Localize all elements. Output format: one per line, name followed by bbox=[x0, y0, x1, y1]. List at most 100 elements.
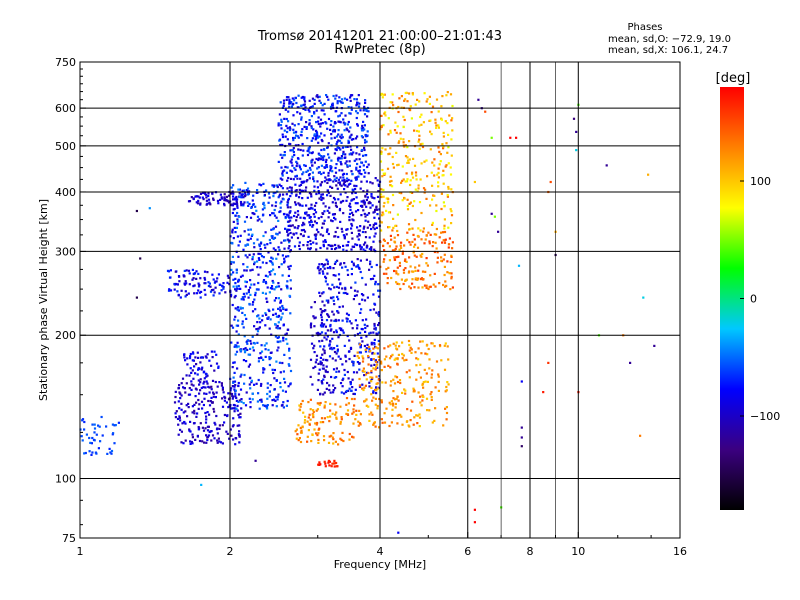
data-point bbox=[446, 271, 449, 274]
data-point bbox=[93, 423, 96, 426]
data-point bbox=[93, 439, 96, 442]
data-point bbox=[180, 394, 183, 397]
data-point bbox=[310, 203, 313, 206]
data-point bbox=[205, 392, 208, 395]
data-point bbox=[351, 237, 354, 240]
data-point bbox=[100, 415, 103, 419]
data-point bbox=[344, 355, 347, 358]
data-point bbox=[396, 414, 399, 417]
data-point bbox=[339, 183, 342, 186]
data-point bbox=[357, 356, 360, 359]
data-point bbox=[276, 336, 279, 339]
data-point bbox=[284, 108, 287, 111]
data-point bbox=[282, 102, 286, 105]
data-point bbox=[314, 316, 317, 319]
data-point bbox=[331, 348, 334, 351]
data-point bbox=[416, 234, 419, 238]
data-point bbox=[234, 389, 237, 392]
data-point bbox=[387, 226, 390, 229]
data-point bbox=[335, 142, 338, 146]
data-point bbox=[248, 353, 252, 356]
data-point bbox=[380, 114, 383, 117]
data-point bbox=[98, 425, 101, 428]
data-point bbox=[369, 331, 372, 334]
data-point bbox=[392, 104, 395, 107]
data-point bbox=[381, 211, 384, 214]
data-point bbox=[310, 160, 313, 163]
data-point bbox=[244, 404, 248, 407]
data-point bbox=[231, 425, 234, 428]
data-point bbox=[350, 170, 353, 173]
data-point bbox=[316, 134, 319, 137]
data-point bbox=[336, 295, 339, 298]
data-point bbox=[422, 227, 425, 230]
data-point bbox=[351, 412, 354, 415]
data-point bbox=[203, 397, 206, 400]
data-point bbox=[182, 442, 185, 445]
data-point bbox=[342, 118, 345, 121]
data-point bbox=[403, 388, 406, 391]
data-point bbox=[364, 236, 368, 239]
data-point bbox=[301, 181, 304, 184]
data-point bbox=[377, 295, 381, 298]
data-point bbox=[321, 353, 324, 356]
data-point bbox=[178, 384, 181, 387]
data-point bbox=[350, 138, 353, 141]
data-point bbox=[359, 248, 362, 251]
data-point bbox=[333, 465, 336, 468]
data-point bbox=[381, 381, 384, 384]
data-point bbox=[417, 269, 420, 272]
data-point bbox=[191, 442, 194, 445]
data-point bbox=[301, 204, 304, 207]
data-point bbox=[277, 160, 280, 163]
data-point bbox=[448, 237, 451, 240]
data-point bbox=[342, 176, 345, 179]
data-point bbox=[282, 339, 285, 342]
data-point bbox=[212, 392, 215, 396]
data-point bbox=[341, 378, 344, 382]
data-point bbox=[271, 368, 274, 371]
data-point bbox=[356, 258, 359, 261]
data-point bbox=[370, 364, 373, 367]
data-point bbox=[255, 288, 258, 291]
data-point bbox=[376, 179, 379, 182]
data-point bbox=[373, 338, 376, 341]
data-point bbox=[325, 230, 329, 233]
data-point bbox=[339, 160, 342, 164]
data-point bbox=[377, 289, 380, 292]
data-point bbox=[206, 271, 209, 274]
data-point bbox=[374, 328, 377, 331]
data-point bbox=[364, 141, 367, 144]
data-point bbox=[443, 253, 446, 256]
data-point bbox=[285, 98, 288, 101]
data-point bbox=[393, 236, 396, 239]
data-point bbox=[362, 127, 365, 130]
data-point bbox=[423, 191, 426, 194]
data-point bbox=[295, 437, 298, 440]
data-point bbox=[350, 179, 353, 182]
data-point bbox=[235, 407, 238, 410]
data-point bbox=[185, 404, 188, 407]
data-point bbox=[234, 294, 237, 298]
data-point bbox=[313, 317, 316, 320]
data-point bbox=[243, 269, 246, 272]
data-point bbox=[364, 249, 367, 252]
data-point bbox=[402, 268, 405, 271]
data-point bbox=[216, 439, 219, 442]
data-point bbox=[280, 166, 283, 169]
data-point bbox=[396, 213, 399, 216]
data-point bbox=[320, 417, 324, 420]
data-point bbox=[340, 157, 343, 160]
data-point bbox=[421, 270, 425, 273]
data-point bbox=[266, 397, 269, 400]
data-point bbox=[371, 196, 374, 199]
data-point bbox=[306, 440, 309, 443]
data-point bbox=[273, 368, 276, 372]
data-point bbox=[256, 330, 260, 333]
data-point bbox=[184, 295, 187, 298]
data-point bbox=[309, 398, 312, 401]
data-point bbox=[329, 123, 332, 126]
data-point bbox=[437, 146, 440, 149]
data-point bbox=[432, 283, 435, 286]
